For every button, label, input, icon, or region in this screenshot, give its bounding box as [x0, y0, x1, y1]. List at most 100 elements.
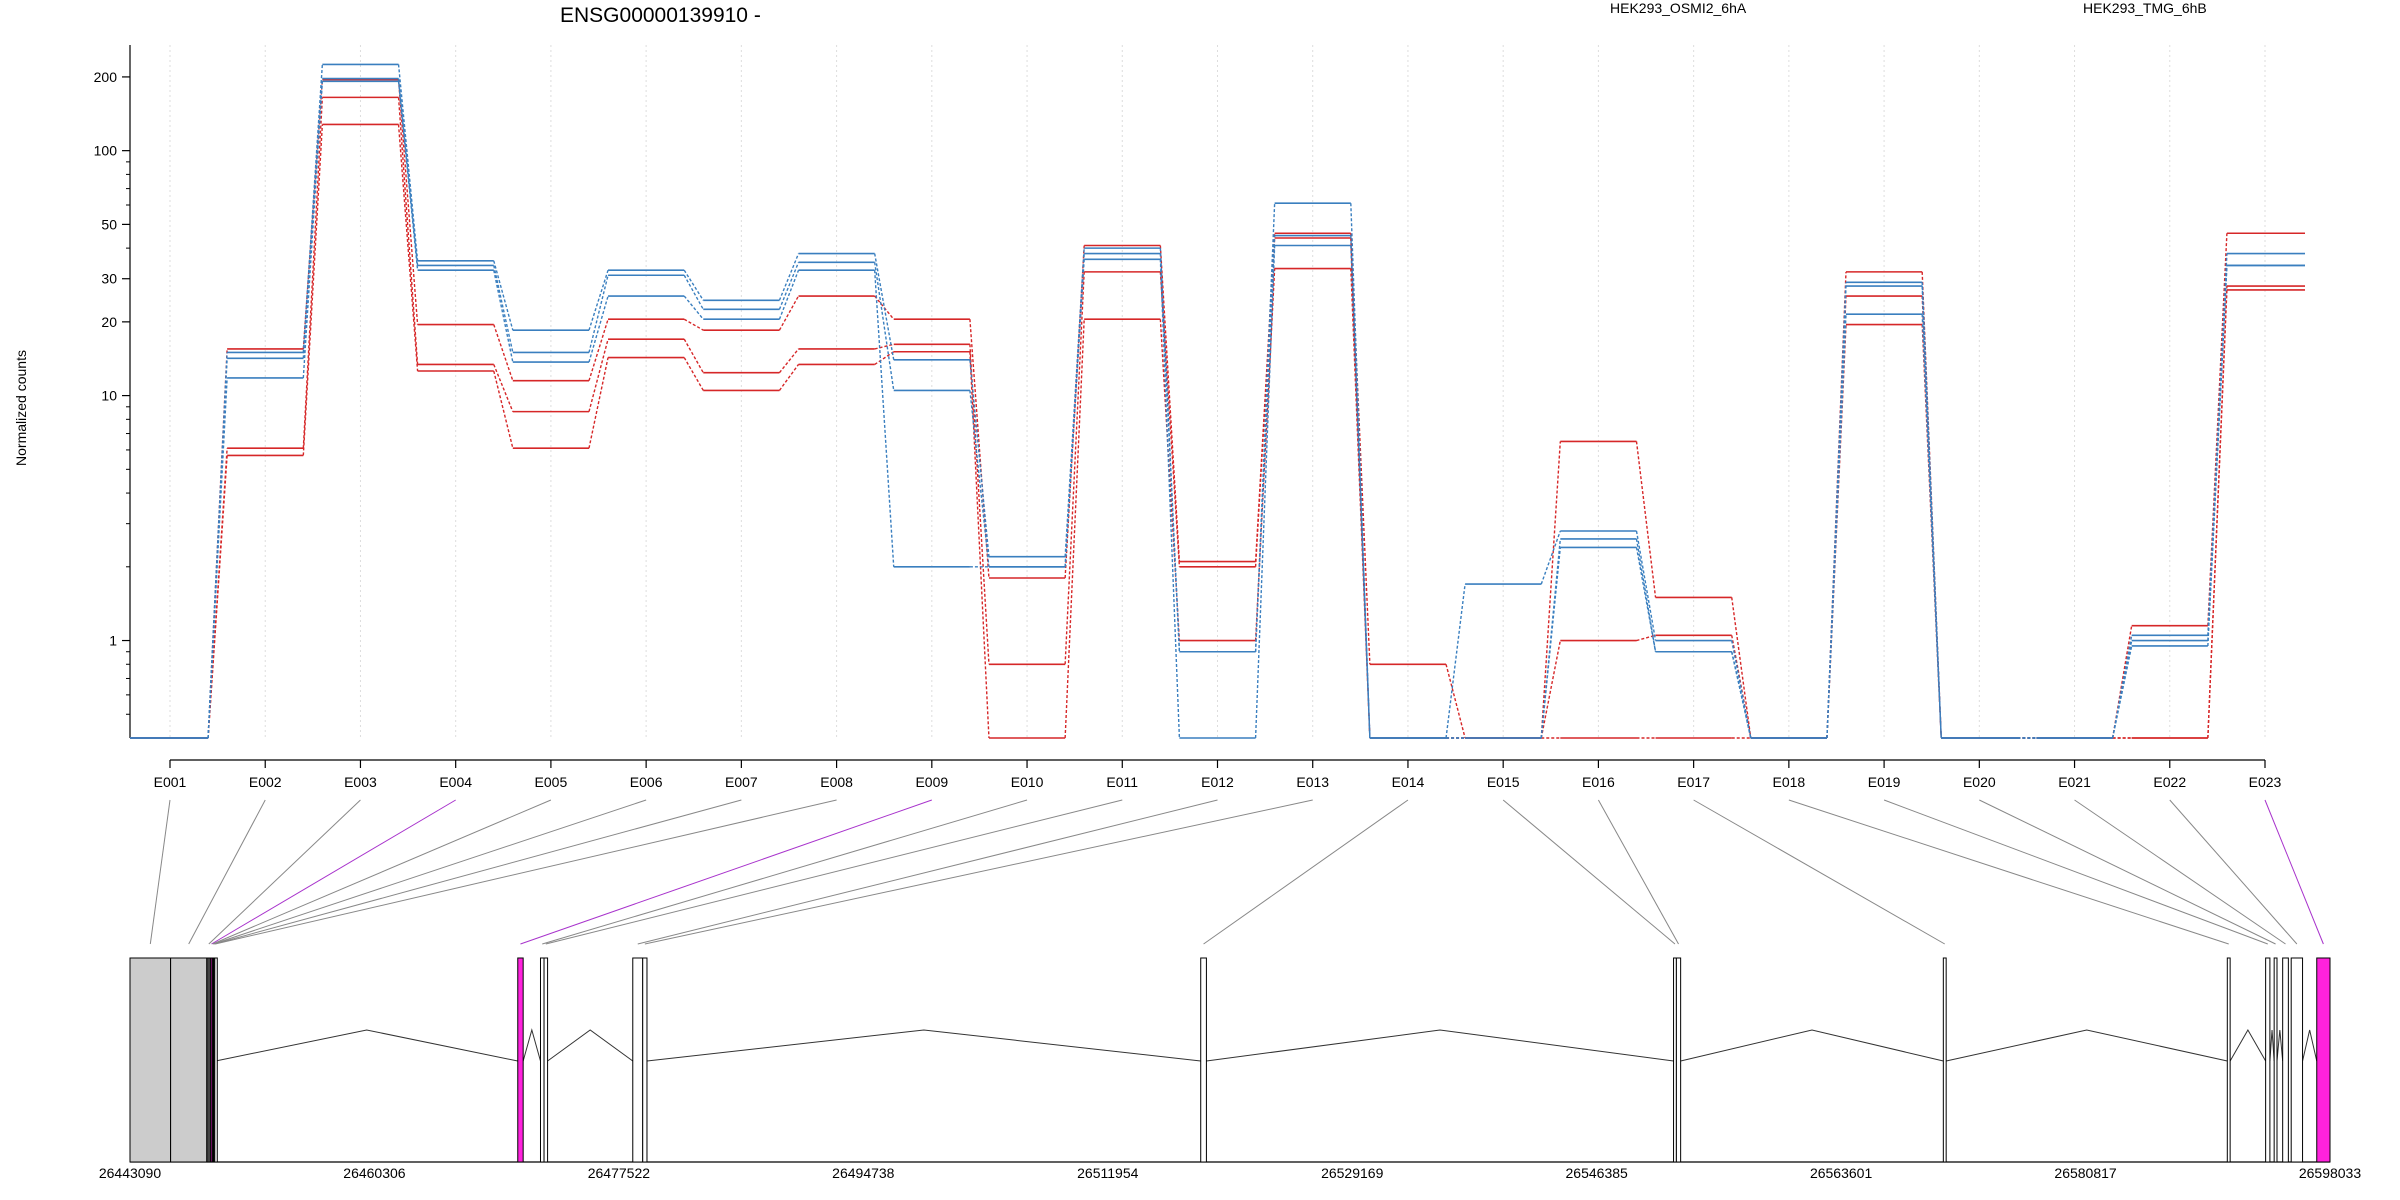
intron-line [522, 1028, 541, 1062]
connector-line [637, 799, 1218, 945]
exon-box [632, 957, 644, 1163]
x-tick-label: E023 [2249, 774, 2282, 790]
connector-line [2074, 799, 2286, 945]
series-connector [2111, 625, 2133, 739]
genomic-coordinate-label: 26511954 [1077, 1165, 1138, 1181]
exon-box [2273, 957, 2278, 1163]
series-connector [1254, 233, 1276, 562]
connector-line [215, 799, 837, 945]
series-connector [493, 270, 514, 363]
series-connector [207, 377, 228, 739]
y-tick-label: 10 [101, 388, 117, 404]
exon-box [206, 957, 212, 1163]
series-connector [397, 79, 419, 325]
series-connector [874, 351, 895, 366]
series-connector [1159, 271, 1181, 567]
series-connector [778, 348, 800, 374]
y-tick-label: 100 [94, 143, 118, 159]
x-tick-label: E017 [1677, 774, 1710, 790]
series-connector [1540, 530, 1561, 585]
series-connector [778, 269, 800, 320]
series-connector [1540, 441, 1562, 739]
y-tick-label: 50 [101, 216, 117, 232]
series-connector [874, 295, 895, 320]
series-connector [1635, 441, 1657, 598]
exon-box [170, 957, 208, 1163]
series-connector [588, 270, 609, 331]
series-connector [493, 370, 514, 449]
series-connector [1731, 597, 1752, 739]
x-tick-label: E003 [344, 774, 377, 790]
intron-line [1946, 1029, 2228, 1062]
series-connector [1254, 237, 1276, 567]
exon-box [2290, 957, 2304, 1163]
series-line [130, 78, 2305, 739]
series-connector [873, 262, 895, 391]
intron-line [2302, 1029, 2318, 1062]
exon-box [2316, 957, 2331, 1163]
x-tick-label: E005 [535, 774, 568, 790]
series-connector [493, 364, 514, 412]
series-connector [493, 265, 514, 353]
series-connector [683, 269, 704, 301]
series-connector [1921, 314, 1942, 739]
series-connector [1159, 259, 1181, 739]
series-connector [778, 262, 800, 310]
genomic-coordinate-label: 26529169 [1321, 1165, 1384, 1181]
genomic-coordinate-label: 26580817 [2054, 1165, 2117, 1181]
series-connector [397, 78, 419, 266]
exon-box [539, 957, 545, 1163]
series-connector [778, 364, 800, 391]
gene-model-track: 26443090 26460306 26477522 26494738 26511954… [99, 957, 2361, 1181]
series-connector [302, 124, 324, 456]
series-connector [1159, 253, 1181, 652]
exon-box [2265, 957, 2271, 1163]
series-connector [2207, 265, 2228, 641]
intron-line [2269, 1029, 2275, 1062]
x-tick-label: E014 [1392, 774, 1425, 790]
genomic-coordinate-label: 26563601 [1810, 1165, 1873, 1181]
intron-line [547, 1029, 634, 1062]
x-tick-label: E010 [1011, 774, 1044, 790]
series-connector [1159, 245, 1181, 562]
series-connector [969, 390, 990, 567]
genomic-coordinate-label: 26443090 [99, 1165, 162, 1181]
connector-line [1788, 799, 2229, 945]
series-connector [1445, 583, 1466, 739]
series-connector [588, 357, 609, 449]
connector-line [2264, 799, 2324, 945]
exon-box [2226, 957, 2231, 1163]
series-connector [302, 78, 324, 359]
exon-box [543, 957, 549, 1163]
genomic-coordinate-label: 26494738 [832, 1165, 895, 1181]
series-connector [1635, 530, 1657, 641]
exon-box [214, 957, 218, 1163]
y-tick-label: 200 [94, 69, 118, 85]
series-connector [302, 64, 324, 353]
series-connector [969, 344, 990, 665]
series-connector [588, 295, 609, 363]
x-tick-label: E006 [630, 774, 663, 790]
series-connector [1350, 245, 1371, 739]
connector-line [213, 799, 647, 945]
y-tick-label: 20 [101, 314, 117, 330]
series-connector [873, 270, 895, 567]
x-tick-label: E019 [1868, 774, 1901, 790]
x-tick-label: E022 [2153, 774, 2186, 790]
vertical-gridlines [169, 45, 2266, 738]
y-axis: 1 10 20 30 50 100 200 [94, 45, 131, 738]
x-tick-label: E015 [1487, 774, 1520, 790]
series-connector [1064, 319, 1085, 739]
series-connector [588, 319, 609, 381]
connector-line [214, 799, 742, 945]
x-tick-label: E002 [249, 774, 282, 790]
series-connector [969, 351, 990, 739]
connector-line [542, 799, 1028, 945]
x-tick-label: E016 [1582, 774, 1615, 790]
y-axis-label: Normalized counts [13, 350, 29, 466]
connector-line [1597, 799, 1679, 945]
connector-line [520, 799, 932, 945]
series-connector [1254, 235, 1276, 652]
x-tick-label: E018 [1773, 774, 1806, 790]
x-tick-label: E012 [1201, 774, 1234, 790]
